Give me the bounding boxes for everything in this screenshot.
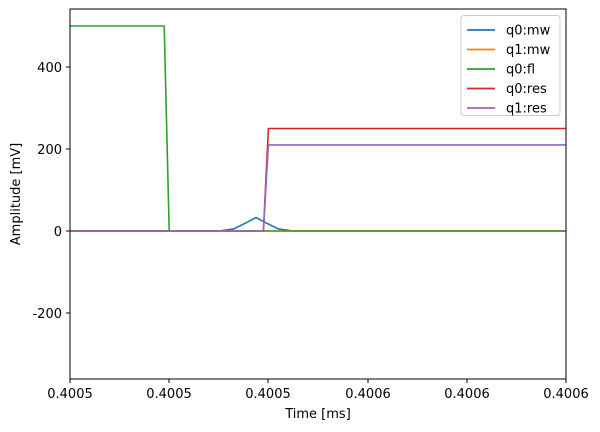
y-tick-label: 0 — [54, 225, 62, 240]
x-tick-label: 0.4006 — [543, 387, 589, 402]
series-group — [70, 25, 566, 232]
legend-label: q0:mw — [506, 24, 551, 39]
y-tick-label: 400 — [37, 61, 62, 76]
x-tick-label: 0.4005 — [245, 387, 291, 402]
x-axis-label: Time [ms] — [284, 407, 351, 422]
y-axis: 400 200 0 -200 Amplitude [mV] — [9, 61, 70, 322]
x-tick-label: 0.4005 — [146, 387, 192, 402]
y-tick-label: 200 — [37, 143, 62, 158]
x-tick-label: 0.4006 — [444, 387, 490, 402]
legend-label: q1:mw — [506, 43, 551, 58]
series-line-q0-fl — [70, 25, 566, 232]
legend: q0:mw q1:mw q0:fl q0:res q1:res — [460, 15, 561, 117]
legend-label: q1:res — [506, 102, 547, 117]
x-axis: 0.4005 0.4005 0.4005 0.4006 0.4006 0.400… — [47, 379, 589, 422]
x-tick-label: 0.4005 — [47, 387, 93, 402]
y-axis-label: Amplitude [mV] — [9, 143, 24, 245]
axes-frame — [69, 8, 567, 380]
legend-label: q0:res — [506, 82, 547, 97]
legend-box — [460, 15, 561, 116]
series-line-q1-res — [70, 144, 566, 232]
y-tick-label: -200 — [32, 307, 62, 322]
x-tick-label: 0.4006 — [345, 387, 391, 402]
legend-label: q0:fl — [506, 63, 535, 78]
